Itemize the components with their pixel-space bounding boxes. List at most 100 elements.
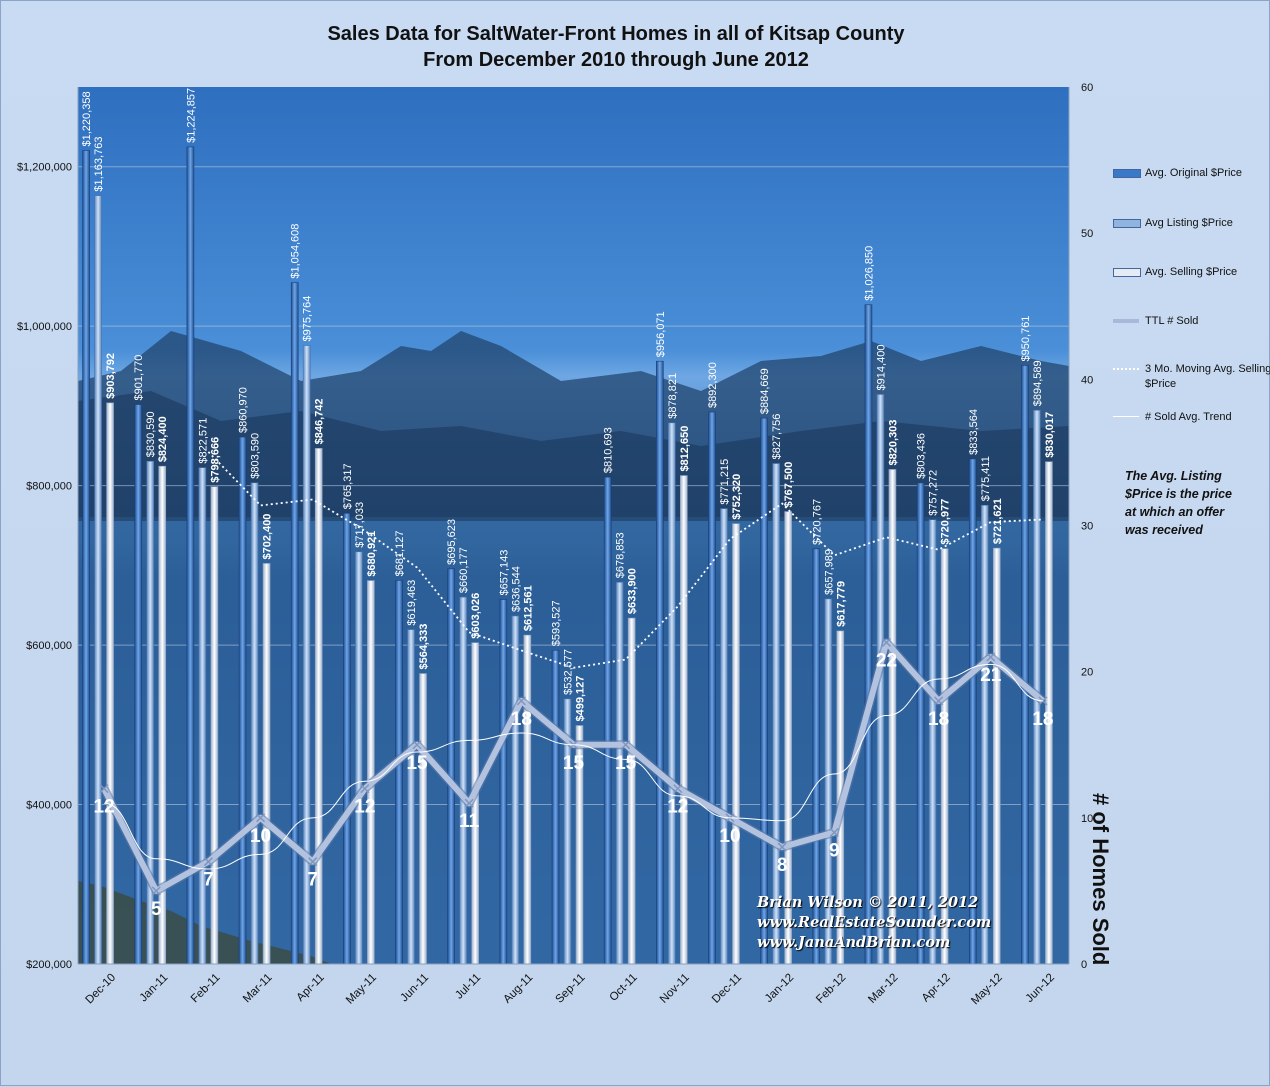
sold-value-label: 7 xyxy=(203,870,214,891)
bar-value-label: $1,054,608 xyxy=(290,224,302,279)
bar-value-label: $636,544 xyxy=(510,566,522,612)
bar-listing xyxy=(772,463,780,965)
bar-listing xyxy=(1033,409,1041,965)
x-tick-label: May-11 xyxy=(344,972,379,1007)
bar-original xyxy=(134,404,143,965)
bar-original xyxy=(238,436,247,965)
bar-value-label: $752,320 xyxy=(731,474,743,520)
bar-value-label: $532,577 xyxy=(563,649,575,695)
x-tick-label: Aug-11 xyxy=(501,972,535,1006)
sold-value-label: 9 xyxy=(829,840,840,861)
title-line-2: From December 2010 through June 2012 xyxy=(423,49,809,71)
credit-block: Brian Wilson © 2011, 2012 www.RealEstate… xyxy=(757,893,991,953)
bar-selling xyxy=(367,580,375,965)
sold-marker xyxy=(151,886,161,896)
bar-value-label: $660,177 xyxy=(458,547,470,593)
sold-value-label: 11 xyxy=(459,811,480,832)
bar-value-label: $657,143 xyxy=(498,550,510,596)
bar-value-label: $824,400 xyxy=(157,416,169,462)
bar-original xyxy=(551,649,560,965)
bar-selling xyxy=(992,547,1001,965)
sold-value-label: 15 xyxy=(563,753,585,774)
bar-value-label: $765,317 xyxy=(342,463,354,509)
y2-tick-label: 0 xyxy=(1081,959,1087,971)
x-tick-label: May-12 xyxy=(969,972,1005,1008)
bar-value-label: $657,989 xyxy=(823,549,835,595)
y2-tick-label: 40 xyxy=(1081,374,1093,386)
bar-value-label: $702,400 xyxy=(262,514,274,560)
bar-value-label: $822,571 xyxy=(197,418,209,464)
sold-marker xyxy=(308,857,318,867)
y-tick-label: $800,000 xyxy=(26,481,72,493)
bar-value-label: $894,589 xyxy=(1032,360,1044,406)
bar-listing xyxy=(94,195,102,965)
bar-value-label: $956,071 xyxy=(655,311,667,357)
bar-value-label: $820,303 xyxy=(887,420,899,466)
bar-value-label: $771,215 xyxy=(719,459,731,505)
x-tick-label: Dec-11 xyxy=(710,972,744,1006)
bar-value-label: $860,970 xyxy=(238,387,250,433)
bar-value-label: $1,220,358 xyxy=(81,91,93,146)
bar-selling xyxy=(210,486,219,965)
sold-value-label: 10 xyxy=(719,826,740,847)
y2-tick-label: 20 xyxy=(1081,667,1093,679)
bar-labels: $1,220,358 $901,770 $1,224,857 $860,970 $1,0… xyxy=(81,88,1056,722)
bar-selling xyxy=(523,634,532,965)
bar-value-label: $901,770 xyxy=(133,355,145,401)
bar-selling xyxy=(106,402,114,965)
sold-marker xyxy=(934,696,944,706)
y-tick-label: $1,000,000 xyxy=(17,321,72,333)
bar-original xyxy=(603,476,612,965)
sold-value-label: 21 xyxy=(980,665,1002,686)
bar-original xyxy=(186,146,195,965)
bar-original xyxy=(447,568,455,965)
bar-value-label: $721,621 xyxy=(992,498,1004,544)
y-tick-label: $400,000 xyxy=(26,800,72,812)
legend-swatch xyxy=(1113,416,1139,417)
bar-value-label: $812,650 xyxy=(679,426,691,472)
sold-marker xyxy=(673,784,683,794)
title-line-1: Sales Data for SaltWater-Front Homes in … xyxy=(327,23,905,45)
bar-selling xyxy=(680,475,688,965)
sold-marker xyxy=(621,740,631,750)
legend-swatch xyxy=(1113,219,1141,228)
bar-value-label: $617,779 xyxy=(835,581,847,627)
bar-value-label: $1,026,850 xyxy=(863,246,875,301)
bar-selling xyxy=(262,563,271,965)
legend-label: 3 Mo. Moving Avg. Selling $Price xyxy=(1145,363,1270,390)
bar-value-label: $827,756 xyxy=(771,414,783,460)
bar-value-label: $619,463 xyxy=(406,580,418,626)
bar-original xyxy=(760,417,768,965)
y2-tick-label: 10 xyxy=(1081,813,1093,825)
bar-value-label: $633,900 xyxy=(627,568,639,614)
x-tick-label: Jun-11 xyxy=(398,972,431,1005)
sold-value-label: 18 xyxy=(928,709,949,730)
bar-value-label: $878,821 xyxy=(667,373,679,419)
bar-selling xyxy=(732,523,740,965)
bar-value-label: $830,017 xyxy=(1044,412,1056,458)
sold-marker xyxy=(829,827,839,837)
legend-label: Avg. Selling $Price xyxy=(1145,266,1238,278)
sold-labels: 12 5 7 10 7 12 15 11 18 15 15 12 10 8 9 22 18 21 18 xyxy=(94,650,1054,919)
bar-value-label: $717,033 xyxy=(354,502,366,548)
bar-value-label: $892,300 xyxy=(707,362,719,408)
y-tick-label: $200,000 xyxy=(26,959,72,971)
bar-selling xyxy=(627,617,636,965)
bar-original xyxy=(916,482,925,965)
bar-value-label: $720,977 xyxy=(940,499,952,545)
x-tick-label: Jul-11 xyxy=(453,972,483,1002)
x-tick-label: Mar-12 xyxy=(866,972,900,1006)
sold-value-label: 5 xyxy=(151,899,162,920)
bar-listing xyxy=(355,551,363,965)
bar-value-label: $757,272 xyxy=(928,470,940,516)
x-tick-label: Sep-11 xyxy=(554,972,588,1006)
y2-tick-label: 50 xyxy=(1081,228,1093,240)
bar-listing xyxy=(407,629,415,965)
credit-line-2: www.RealEstateSounder.com xyxy=(757,914,992,931)
x-tick-label: Feb-12 xyxy=(814,972,848,1006)
bar-value-label: $830,590 xyxy=(145,411,157,457)
foothills xyxy=(78,391,1069,521)
y2-axis-label: # of Homes Sold xyxy=(1088,793,1113,966)
bar-listing xyxy=(250,482,259,965)
